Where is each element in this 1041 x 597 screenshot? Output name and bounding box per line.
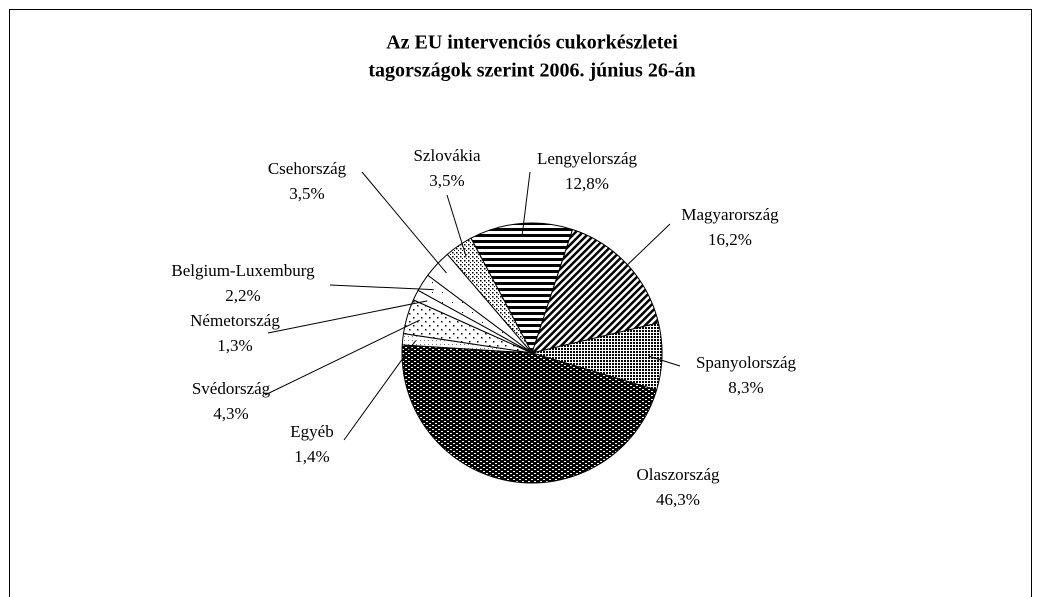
slice-label: Olaszország [636, 465, 720, 484]
leader-line [361, 171, 447, 274]
leader-line [446, 194, 467, 257]
slice-value: 3,5% [289, 184, 324, 203]
slice-value: 12,8% [565, 174, 609, 193]
leader-line [329, 284, 434, 291]
slice-label: Spanyolország [696, 353, 797, 372]
leader-line [267, 300, 428, 334]
frame [9, 9, 1032, 597]
slice-label: Svédország [192, 379, 271, 398]
slice-label: Csehország [268, 159, 347, 178]
slice-value: 3,5% [429, 171, 464, 190]
slice-label: Németország [190, 311, 280, 330]
pie-slice [401, 344, 658, 484]
chart-title: Az EU intervenciós cukorkészletei [386, 32, 678, 54]
leader-line [521, 171, 531, 237]
slice-value: 16,2% [708, 230, 752, 249]
leader-line [648, 355, 681, 367]
slice-value: 2,2% [225, 286, 260, 305]
slice-value: 1,3% [217, 336, 252, 355]
slice-label: Magyarország [681, 205, 779, 224]
leader-line [343, 340, 417, 441]
slice-label: Belgium-Luxemburg [171, 261, 315, 280]
slice-value: 8,3% [728, 378, 763, 397]
slice-label: Lengyelország [537, 149, 638, 168]
slice-value: 46,3% [656, 490, 700, 509]
slice-label: Egyéb [290, 422, 333, 441]
leader-line [264, 319, 420, 396]
pie-slice [446, 237, 533, 354]
chart-title: tagországok szerint 2006. június 26-án [368, 60, 695, 82]
slice-value: 4,3% [213, 404, 248, 423]
pie-slice [470, 222, 574, 355]
leader-line [617, 223, 671, 275]
slice-label: Szlovákia [413, 146, 480, 165]
slice-value: 1,4% [294, 447, 329, 466]
